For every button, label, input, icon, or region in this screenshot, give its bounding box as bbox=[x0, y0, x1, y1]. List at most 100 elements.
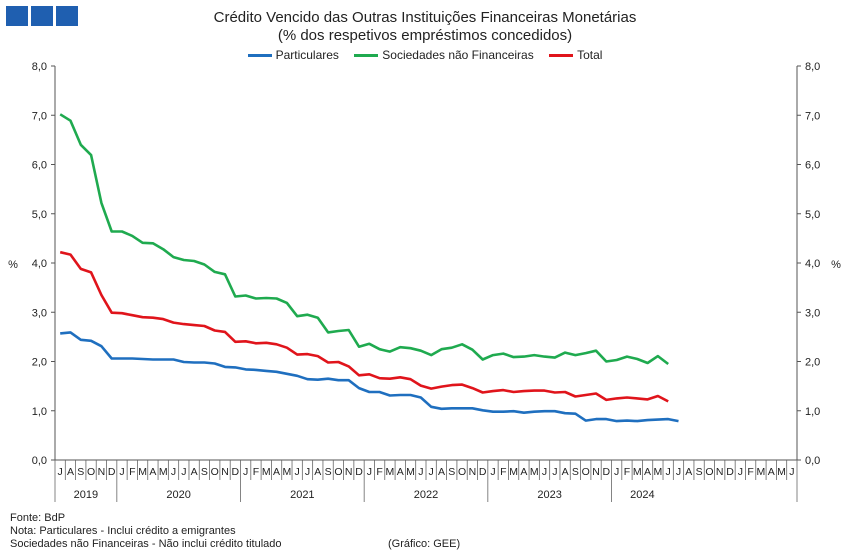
x-month-label: J bbox=[181, 466, 186, 478]
x-month-label: F bbox=[624, 466, 630, 478]
x-month-label: O bbox=[458, 466, 466, 478]
y-tick-label-left: 6,0 bbox=[32, 160, 47, 172]
x-month-label: F bbox=[500, 466, 506, 478]
x-month-label: M bbox=[777, 466, 786, 478]
x-month-label: J bbox=[789, 466, 794, 478]
y-tick-label-right: 3,0 bbox=[805, 307, 820, 319]
x-month-label: M bbox=[530, 466, 539, 478]
legend-swatch-particulares bbox=[247, 54, 272, 58]
y-tick-label-left: 7,0 bbox=[32, 110, 47, 122]
y-tick-label-right: 0,0 bbox=[805, 455, 820, 467]
x-month-label: M bbox=[262, 466, 271, 478]
x-month-label: F bbox=[253, 466, 259, 478]
x-month-label: A bbox=[644, 466, 651, 478]
legend-label-particulares: Particulares bbox=[275, 48, 339, 62]
x-month-label: A bbox=[768, 466, 775, 478]
x-month-label: O bbox=[582, 466, 590, 478]
x-month-label: J bbox=[295, 466, 300, 478]
y-axis-label-left: % bbox=[8, 259, 18, 271]
x-month-label: J bbox=[367, 466, 372, 478]
x-month-label: J bbox=[418, 466, 423, 478]
x-year-label: 2024 bbox=[630, 489, 654, 501]
y-tick-label-left: 1,0 bbox=[32, 406, 47, 418]
legend-swatch-total bbox=[549, 54, 574, 58]
x-month-label: D bbox=[355, 466, 363, 478]
x-month-label: D bbox=[603, 466, 611, 478]
y-tick-label-right: 4,0 bbox=[805, 258, 820, 270]
x-month-label: N bbox=[716, 466, 724, 478]
x-year-label: 2022 bbox=[414, 489, 438, 501]
x-month-label: N bbox=[98, 466, 106, 478]
legend-item-particulares: Particulares bbox=[247, 48, 339, 62]
y-tick-label-left: 0,0 bbox=[32, 455, 47, 467]
x-month-label: N bbox=[592, 466, 600, 478]
x-month-label: O bbox=[334, 466, 342, 478]
x-month-label: D bbox=[108, 466, 116, 478]
x-month-label: J bbox=[738, 466, 743, 478]
legend-label-sociedades: Sociedades não Financeiras bbox=[382, 48, 534, 62]
y-tick-label-right: 8,0 bbox=[805, 61, 820, 73]
x-month-label: S bbox=[448, 466, 455, 478]
x-month-label: A bbox=[397, 466, 404, 478]
x-month-label: J bbox=[614, 466, 619, 478]
y-tick-label-right: 6,0 bbox=[805, 160, 820, 172]
x-month-label: O bbox=[705, 466, 713, 478]
x-year-label: 2023 bbox=[537, 489, 561, 501]
logo-square-1 bbox=[6, 6, 28, 26]
legend-swatch-sociedades bbox=[354, 54, 379, 58]
x-month-label: J bbox=[552, 466, 557, 478]
logo-square-2 bbox=[31, 6, 53, 26]
x-month-label: M bbox=[386, 466, 395, 478]
footer-note-sociedades: Sociedades não Financeiras - Não inclui … bbox=[10, 538, 282, 550]
y-tick-label-left: 5,0 bbox=[32, 209, 47, 221]
y-axis-label-right: % bbox=[831, 259, 841, 271]
x-month-label: O bbox=[87, 466, 95, 478]
x-month-label: A bbox=[438, 466, 445, 478]
x-month-label: A bbox=[149, 466, 156, 478]
footer-note-particulares: Nota: Particulares - Inclui crédito a em… bbox=[10, 525, 236, 537]
x-month-label: N bbox=[221, 466, 229, 478]
legend-label-total: Total bbox=[577, 48, 603, 62]
y-tick-label-left: 3,0 bbox=[32, 307, 47, 319]
x-month-label: S bbox=[325, 466, 332, 478]
x-month-label: S bbox=[696, 466, 703, 478]
x-year-label: 2020 bbox=[166, 489, 190, 501]
series-line-particulares bbox=[60, 331, 679, 423]
y-tick-label-right: 2,0 bbox=[805, 357, 820, 369]
x-month-label: J bbox=[119, 466, 124, 478]
x-month-label: A bbox=[314, 466, 321, 478]
x-year-label: 2021 bbox=[290, 489, 314, 501]
x-month-label: F bbox=[747, 466, 753, 478]
legend-item-sociedades: Sociedades não Financeiras bbox=[354, 48, 534, 62]
x-month-label: A bbox=[191, 466, 198, 478]
x-month-label: J bbox=[676, 466, 681, 478]
series-line-sociedades bbox=[59, 113, 669, 366]
chart-subtitle: (% dos respetivos empréstimos concedidos… bbox=[277, 27, 573, 44]
x-month-label: J bbox=[305, 466, 310, 478]
x-month-label: M bbox=[159, 466, 168, 478]
x-month-label: F bbox=[376, 466, 382, 478]
x-month-label: D bbox=[726, 466, 734, 478]
y-tick-label-right: 5,0 bbox=[805, 209, 820, 221]
logo-square-3 bbox=[56, 6, 78, 26]
x-month-label: M bbox=[757, 466, 766, 478]
x-month-label: M bbox=[283, 466, 292, 478]
x-month-label: S bbox=[572, 466, 579, 478]
x-month-label: A bbox=[273, 466, 280, 478]
x-month-label: J bbox=[490, 466, 495, 478]
x-month-label: J bbox=[58, 466, 63, 478]
x-month-label: M bbox=[138, 466, 147, 478]
footer-source: Fonte: BdP bbox=[10, 512, 66, 524]
x-month-label: M bbox=[654, 466, 663, 478]
x-month-label: J bbox=[243, 466, 248, 478]
x-month-label: D bbox=[232, 466, 240, 478]
x-month-label: O bbox=[211, 466, 219, 478]
x-month-label: J bbox=[429, 466, 434, 478]
x-month-label: F bbox=[129, 466, 135, 478]
x-month-label: A bbox=[520, 466, 527, 478]
y-tick-label-left: 4,0 bbox=[32, 258, 47, 270]
x-month-label: N bbox=[469, 466, 477, 478]
y-tick-label-left: 8,0 bbox=[32, 61, 47, 73]
y-tick-label-right: 1,0 bbox=[805, 406, 820, 418]
